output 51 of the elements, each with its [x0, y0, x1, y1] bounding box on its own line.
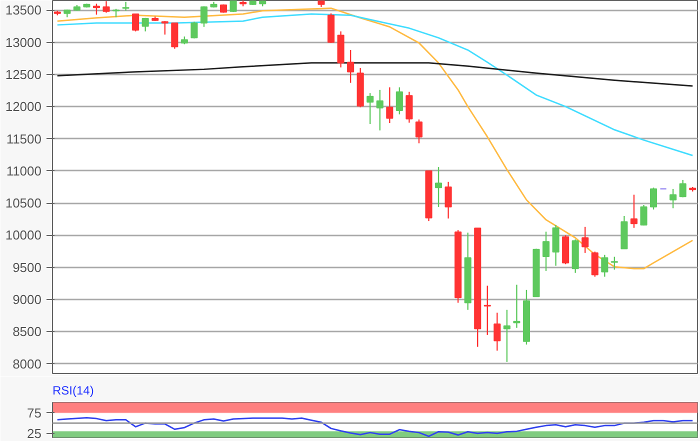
candlestick [376, 89, 384, 132]
candlestick [630, 194, 638, 228]
y-tick-label: 8500 [12, 324, 42, 340]
y-tick-label: 8000 [12, 356, 42, 372]
y-tick-label: 13000 [5, 34, 42, 50]
candlestick [503, 309, 510, 363]
candlestick [161, 20, 168, 36]
y-tick-label: 9000 [12, 292, 42, 308]
candlestick [582, 226, 589, 254]
candlestick [142, 17, 149, 32]
candlestick [190, 21, 198, 40]
candlestick [366, 92, 374, 125]
candlestick [434, 166, 442, 208]
candlestick [591, 251, 598, 278]
y-tick-label: 13500 [5, 2, 42, 18]
y-tick-label: 9500 [12, 260, 42, 275]
candlestick [347, 49, 354, 84]
line-series [56, 62, 694, 87]
y-tick-label: 75 [27, 405, 42, 420]
candlestick [396, 86, 403, 115]
chart-title: RSI(14) [52, 384, 94, 398]
line-series [56, 7, 694, 270]
candlestick [200, 6, 208, 28]
y-tick-label: 11500 [6, 131, 42, 146]
candlestick [601, 254, 608, 278]
candlestick [386, 86, 394, 124]
candlestick [92, 3, 100, 16]
line-series [56, 416, 694, 438]
y-tick-label: 11000 [6, 163, 42, 178]
y-tick-label: 12500 [5, 66, 42, 82]
candlestick [415, 118, 423, 144]
candlestick [513, 284, 520, 328]
candlestick [679, 179, 686, 198]
line-series [56, 13, 694, 156]
candlestick [122, 1, 130, 12]
candlestick [610, 256, 618, 270]
candlestick [171, 22, 178, 50]
candlestick [484, 285, 491, 336]
y-tick-label: 12000 [5, 99, 42, 114]
candlestick [406, 91, 413, 124]
y-tick-label: 10500 [5, 196, 42, 211]
candlestick [444, 181, 452, 220]
candlestick [670, 188, 677, 209]
candlestick [494, 312, 501, 352]
candlestick [650, 187, 658, 210]
y-tick-label: 10000 [5, 228, 42, 243]
candlestick [640, 204, 648, 226]
y-tick-label: 25 [27, 426, 42, 441]
candlestick [542, 231, 550, 272]
candlestick [102, 0, 110, 14]
candlestick [132, 13, 140, 32]
